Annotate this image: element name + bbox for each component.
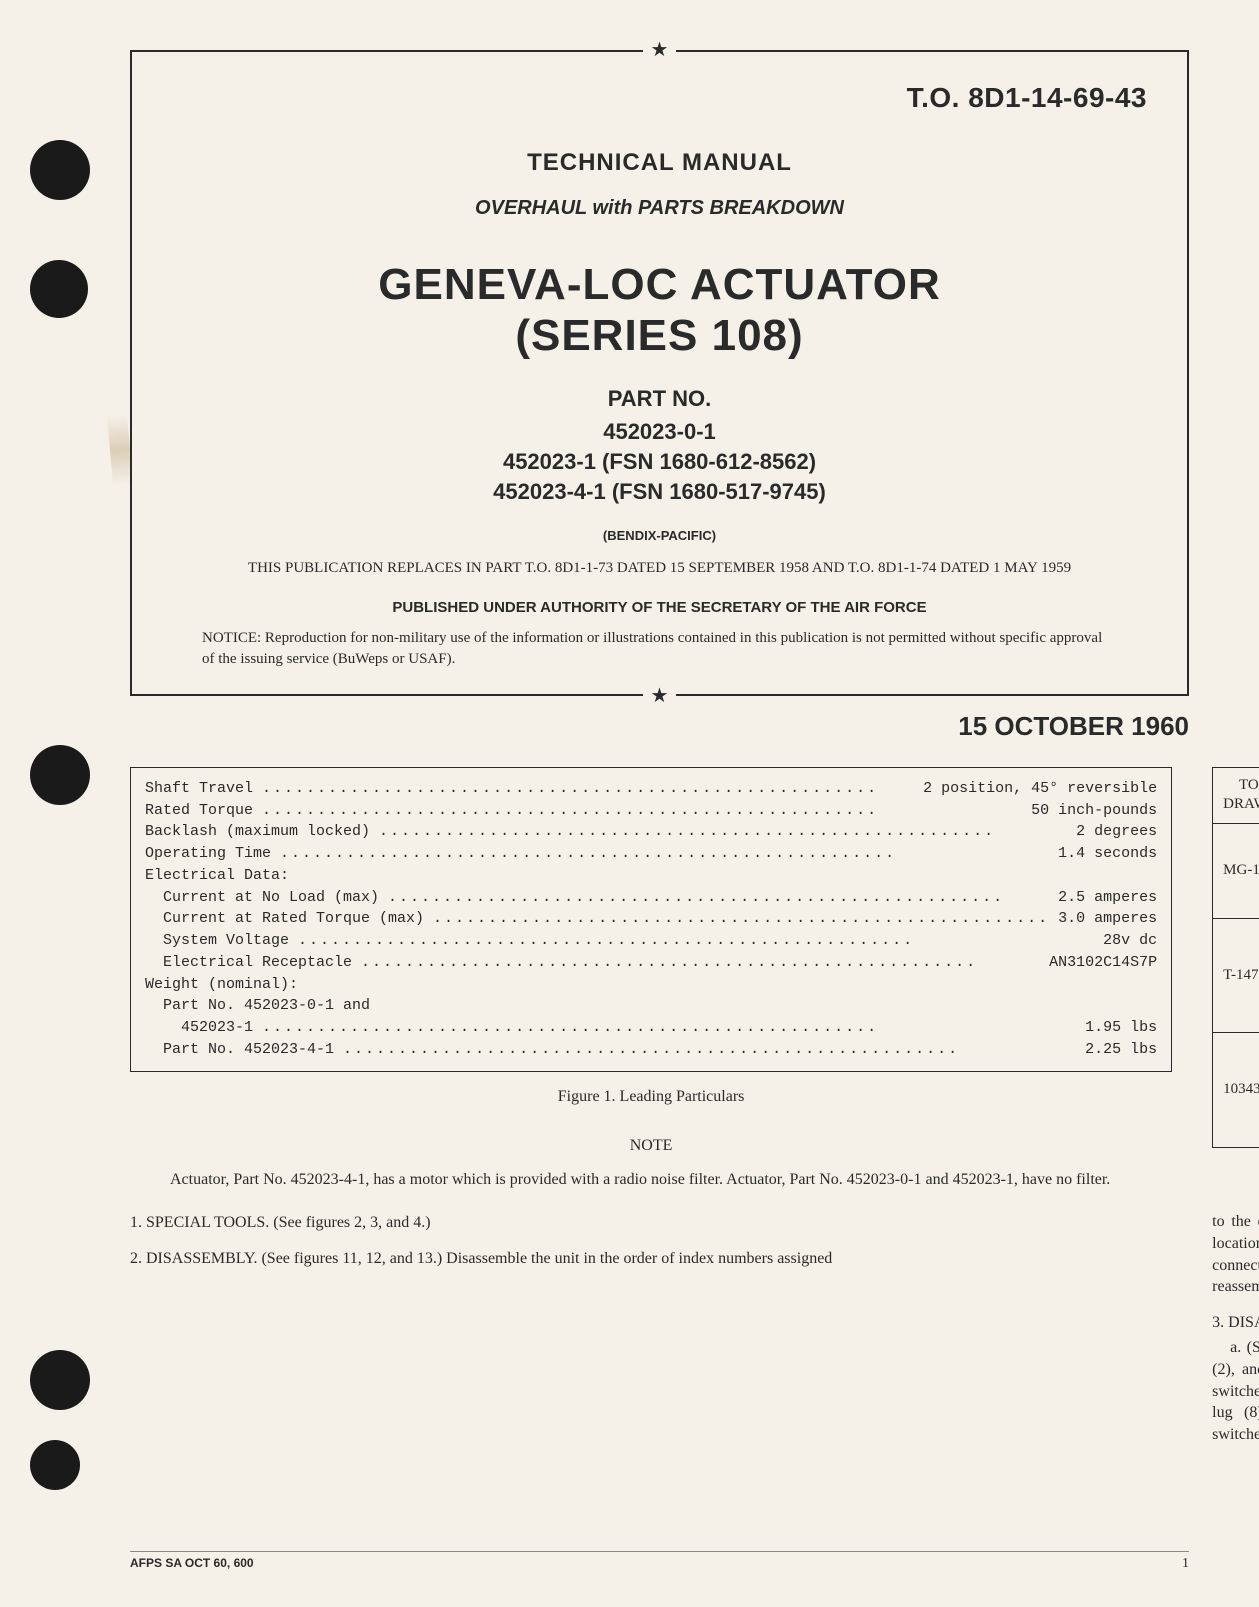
spec-label: Electrical Receptacle xyxy=(145,952,361,974)
star-icon: ★ xyxy=(643,40,677,60)
figure-1-row: Shaft Travel ...........................… xyxy=(145,778,1157,800)
spec-label: Part No. 452023-0-1 and xyxy=(145,995,379,1017)
figure-2-caption: Figure 2. Special Tools xyxy=(1212,1162,1259,1184)
figure-1-row: Backlash (maximum locked) ..............… xyxy=(145,821,1157,843)
title-frame: ★ ★ T.O. 8D1-14-69-43 TECHNICAL MANUAL O… xyxy=(130,50,1189,696)
spec-label: Weight (nominal): xyxy=(145,974,307,996)
tool-drawing: MG-1981 xyxy=(1213,823,1259,918)
figure-1-row: System Voltage .........................… xyxy=(145,930,1157,952)
figure-1-box: Shaft Travel ...........................… xyxy=(130,767,1172,1072)
spec-label: Part No. 452023-4-1 xyxy=(145,1039,343,1061)
punch-hole xyxy=(30,140,90,200)
spec-label: Current at Rated Torque (max) xyxy=(145,908,433,930)
manufacturer: (BENDIX-PACIFIC) xyxy=(172,528,1147,543)
figure-1-row: Electrical Data: xyxy=(145,865,1157,887)
leader-dots: ........................................… xyxy=(262,800,1022,822)
spec-value: 2 degrees xyxy=(1067,821,1157,843)
star-icon: ★ xyxy=(643,686,677,706)
leader-dots: ........................................… xyxy=(262,1017,1076,1039)
left-column: Shaft Travel ...........................… xyxy=(130,767,1172,1460)
leader-dots: ........................................… xyxy=(298,930,1094,952)
spec-value: AN3102C14S7P xyxy=(1040,952,1157,974)
page-number: 1 xyxy=(1182,1556,1189,1572)
authority-text: PUBLISHED UNDER AUTHORITY OF THE SECRETA… xyxy=(172,599,1147,616)
figure-1-row: Part No. 452023-4-1 ....................… xyxy=(145,1039,1157,1061)
figure-1-row: Weight (nominal): xyxy=(145,974,1157,996)
leader-dots: ........................................… xyxy=(262,778,914,800)
spec-value: 50 inch-pounds xyxy=(1022,800,1157,822)
right-column: TOOL DRAWING DESCRIPTION APPLICATION MG-… xyxy=(1212,767,1259,1460)
spec-label: 452023-1 xyxy=(145,1017,262,1039)
punch-hole xyxy=(30,1350,90,1410)
footer-left: AFPS SA OCT 60, 600 xyxy=(130,1556,254,1572)
technical-manual-heading: TECHNICAL MANUAL xyxy=(172,149,1147,177)
subtitle: OVERHAUL with PARTS BREAKDOWN xyxy=(172,197,1147,220)
publication-date: 15 OCTOBER 1960 xyxy=(130,711,1189,742)
tool-drawing: T-14778 xyxy=(1213,918,1259,1033)
spec-value: 2.5 amperes xyxy=(1049,887,1157,909)
figure-1-row: Current at No Load (max) ...............… xyxy=(145,887,1157,909)
figure-2-table: TOOL DRAWING DESCRIPTION APPLICATION MG-… xyxy=(1212,767,1259,1148)
leader-dots: ........................................… xyxy=(388,887,1049,909)
spec-value: 1.95 lbs xyxy=(1076,1017,1157,1039)
spec-value: 3.0 amperes xyxy=(1049,908,1157,930)
paragraph-step-a: a. (See figure 12.) Remove screws (1), w… xyxy=(1212,1337,1259,1445)
figure-1-row: Electrical Receptacle ..................… xyxy=(145,952,1157,974)
to-number: T.O. 8D1-14-69-43 xyxy=(172,82,1147,114)
paragraph-continued: to the exploded view illustrations. Care… xyxy=(1212,1211,1259,1297)
spec-label: Rated Torque xyxy=(145,800,262,822)
content-columns: Shaft Travel ...........................… xyxy=(130,767,1189,1460)
table-row: T-14778Locating fixture, motor brush hol… xyxy=(1213,918,1259,1033)
table-row: 1034350Constant torque test fixtureRecom… xyxy=(1213,1033,1259,1148)
leader-dots: ........................................… xyxy=(280,843,1049,865)
spec-value: 1.4 seconds xyxy=(1049,843,1157,865)
spec-value: 28v dc xyxy=(1094,930,1157,952)
figure-1-row: 452023-1 ...............................… xyxy=(145,1017,1157,1039)
paragraph-disassembly-major: 3. DISASSEMBLY OF MAJOR UNITS. xyxy=(1212,1312,1259,1334)
leader-dots: ........................................… xyxy=(433,908,1049,930)
main-title: GENEVA-LOC ACTUATOR (SERIES 108) xyxy=(172,260,1147,361)
figure-1-row: Operating Time .........................… xyxy=(145,843,1157,865)
figure-1-caption: Figure 1. Leading Particulars xyxy=(130,1086,1172,1108)
part-number: 452023-1 (FSN 1680-612-8562) xyxy=(172,447,1147,477)
part-number: 452023-4-1 (FSN 1680-517-9745) xyxy=(172,477,1147,507)
note-body: Actuator, Part No. 452023-4-1, has a mot… xyxy=(170,1169,1152,1191)
spec-label: System Voltage xyxy=(145,930,298,952)
table-row: MG-1981Alignment gage, motor fieldRequir… xyxy=(1213,823,1259,918)
spec-label: Operating Time xyxy=(145,843,280,865)
leader-dots: ........................................… xyxy=(361,952,1040,974)
part-number: 452023-0-1 xyxy=(172,417,1147,447)
punch-hole xyxy=(30,1440,80,1490)
punch-hole xyxy=(30,745,90,805)
main-title-line: (SERIES 108) xyxy=(172,311,1147,362)
page-footer: AFPS SA OCT 60, 600 1 xyxy=(130,1551,1189,1572)
note-heading: NOTE xyxy=(130,1135,1172,1157)
spec-label: Current at No Load (max) xyxy=(145,887,388,909)
figure-1-row: Rated Torque ...........................… xyxy=(145,800,1157,822)
figure-1-row: Current at Rated Torque (max) ..........… xyxy=(145,908,1157,930)
punch-hole xyxy=(30,260,88,318)
paragraph-disassembly: 2. DISASSEMBLY. (See figures 11, 12, and… xyxy=(130,1248,1172,1270)
part-no-heading: PART NO. xyxy=(172,386,1147,412)
paragraph-special-tools: 1. SPECIAL TOOLS. (See figures 2, 3, and… xyxy=(130,1212,1172,1234)
leader-dots: ........................................… xyxy=(343,1039,1076,1061)
leader-dots: ........................................… xyxy=(379,821,1067,843)
table-header: TOOL DRAWING xyxy=(1213,767,1259,823)
notice-text: NOTICE: Reproduction for non-military us… xyxy=(202,628,1117,669)
main-title-line: GENEVA-LOC ACTUATOR xyxy=(172,260,1147,311)
spec-value: 2.25 lbs xyxy=(1076,1039,1157,1061)
spec-label: Electrical Data: xyxy=(145,865,298,887)
tool-drawing: 1034350 xyxy=(1213,1033,1259,1148)
spec-label: Backlash (maximum locked) xyxy=(145,821,379,843)
replaces-text: THIS PUBLICATION REPLACES IN PART T.O. 8… xyxy=(172,558,1147,579)
spec-value: 2 position, 45° reversible xyxy=(914,778,1157,800)
figure-1-row: Part No. 452023-0-1 and xyxy=(145,995,1157,1017)
spec-label: Shaft Travel xyxy=(145,778,262,800)
